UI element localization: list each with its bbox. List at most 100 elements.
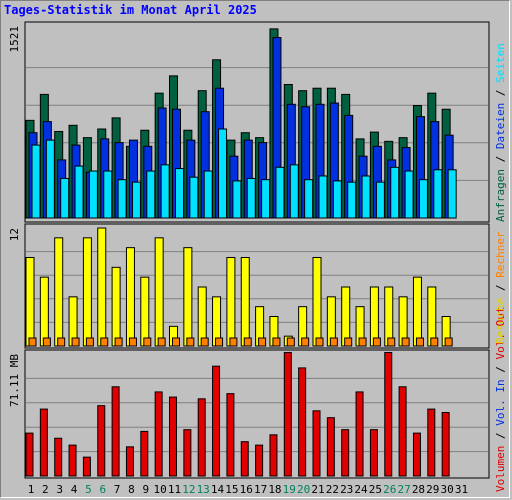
bar-besuche-day-10 <box>154 237 164 347</box>
bar-volumen-day-19 <box>283 351 292 477</box>
bar-besuche-day-16 <box>240 257 250 347</box>
bar-volumen-day-28 <box>412 432 421 477</box>
bar-volumen-day-26 <box>384 351 393 477</box>
bar-rechner-day-5 <box>85 337 94 347</box>
x-axis-day-label: 2 <box>42 483 49 496</box>
bar-rechner-day-6 <box>100 337 109 347</box>
bar-volumen-day-24 <box>355 391 364 477</box>
bar-rechner-day-17 <box>258 337 267 347</box>
bar-volumen-day-30 <box>441 412 450 477</box>
x-axis-day-label: 1 <box>28 483 35 496</box>
bar-seiten-day-14 <box>218 128 228 219</box>
bar-seiten-day-7 <box>117 179 127 219</box>
bar-seiten-day-29 <box>433 169 443 219</box>
bar-volumen-day-12 <box>183 429 192 477</box>
bar-volumen-day-16 <box>240 441 249 477</box>
bar-volumen-day-13 <box>197 398 206 477</box>
bar-volumen-day-10 <box>154 391 163 477</box>
y-axis-max-label: 1521 <box>8 26 21 53</box>
x-axis-day-label: 13 <box>197 483 210 496</box>
bar-volumen-day-25 <box>369 429 378 477</box>
bar-seiten-day-28 <box>418 179 428 219</box>
bar-rechner-day-14 <box>215 337 224 347</box>
bar-rechner-day-22 <box>329 337 338 347</box>
bar-seiten-day-19 <box>289 164 299 219</box>
bar-volumen-day-20 <box>298 367 307 477</box>
bar-seiten-day-8 <box>131 181 141 219</box>
bar-rechner-day-23 <box>344 337 353 347</box>
bar-besuche-day-1 <box>25 257 35 347</box>
x-axis-day-label: 15 <box>225 483 238 496</box>
x-axis-day-label: 6 <box>99 483 106 496</box>
bar-volumen-day-2 <box>39 408 48 477</box>
bar-seiten-day-24 <box>361 175 371 219</box>
bar-rechner-day-13 <box>200 337 209 347</box>
y-axis-max-label: 71.11 MB <box>8 354 21 407</box>
legend-requests: Anfragen / Dateien / Seiten <box>494 43 507 222</box>
bar-seiten-day-9 <box>146 170 156 219</box>
x-axis-day-label: 30 <box>441 483 454 496</box>
bar-seiten-day-27 <box>404 170 414 219</box>
bar-seiten-day-23 <box>347 181 357 219</box>
bar-besuche-day-9 <box>140 276 150 347</box>
bar-rechner-day-25 <box>372 337 381 347</box>
x-axis-day-label: 14 <box>211 483 225 496</box>
bar-volumen-day-18 <box>269 434 278 477</box>
legend-visits: Besuche / Rechner <box>494 231 507 344</box>
bar-besuche-day-25 <box>369 286 379 347</box>
x-axis-day-label: 18 <box>268 483 281 496</box>
bar-seiten-day-16 <box>246 177 256 219</box>
x-axis-day-label: 9 <box>142 483 149 496</box>
legend-separator: / <box>494 360 507 380</box>
bar-volumen-day-21 <box>312 410 321 477</box>
page-title: Tages-Statistik im Monat April 2025 <box>4 3 257 17</box>
bar-seiten-day-18 <box>275 166 285 219</box>
bar-besuche-day-6 <box>97 227 107 347</box>
x-axis-day-label: 24 <box>354 483 368 496</box>
legend-separator: / <box>494 83 507 103</box>
bar-besuche-day-7 <box>111 266 121 347</box>
bar-rechner-day-20 <box>301 337 310 347</box>
x-axis-day-label: 29 <box>426 483 439 496</box>
bar-seiten-day-20 <box>304 179 314 219</box>
bar-seiten-day-22 <box>332 180 342 219</box>
bar-rechner-day-4 <box>71 337 80 347</box>
bar-volumen-day-1 <box>25 432 34 477</box>
bar-rechner-day-7 <box>114 337 123 347</box>
bar-seiten-day-21 <box>318 175 328 219</box>
bar-volumen-day-15 <box>226 393 235 477</box>
x-axis-day-label: 11 <box>168 483 181 496</box>
x-axis-day-label: 3 <box>56 483 63 496</box>
bar-seiten-day-2 <box>45 139 55 219</box>
bar-volumen-day-6 <box>97 405 106 477</box>
bar-rechner-day-8 <box>128 337 137 347</box>
x-axis-day-label: 10 <box>154 483 167 496</box>
x-axis-day-label: 27 <box>397 483 410 496</box>
legend-entry: Anfragen <box>494 169 507 222</box>
bar-volumen-day-22 <box>326 417 335 477</box>
bar-seiten-day-11 <box>175 168 184 219</box>
bar-rechner-day-27 <box>401 337 410 347</box>
bar-rechner-day-10 <box>157 337 166 347</box>
x-axis-day-label: 20 <box>297 483 310 496</box>
bar-rechner-day-28 <box>415 337 424 347</box>
bar-seiten-day-5 <box>88 170 98 219</box>
x-axis-day-label: 31 <box>455 483 468 496</box>
legend-entry: Seiten <box>494 43 507 83</box>
bar-volumen-day-17 <box>255 444 264 477</box>
bar-volumen-day-23 <box>341 429 350 477</box>
legend-volume: Volumen / Vol. In / Vol. Out <box>494 307 507 492</box>
bar-besuche-day-21 <box>312 257 322 347</box>
bar-besuche-day-23 <box>341 286 351 347</box>
bar-volumen-day-27 <box>398 386 407 477</box>
bar-seiten-day-15 <box>232 180 242 219</box>
bar-besuche-day-2 <box>39 276 49 347</box>
x-axis-day-label: 26 <box>383 483 396 496</box>
bar-volumen-day-29 <box>427 408 436 477</box>
legend-entry: Dateien <box>494 103 507 149</box>
bar-rechner-day-21 <box>315 337 324 347</box>
x-axis-day-label: 28 <box>412 483 425 496</box>
bar-seiten-day-26 <box>390 166 400 219</box>
